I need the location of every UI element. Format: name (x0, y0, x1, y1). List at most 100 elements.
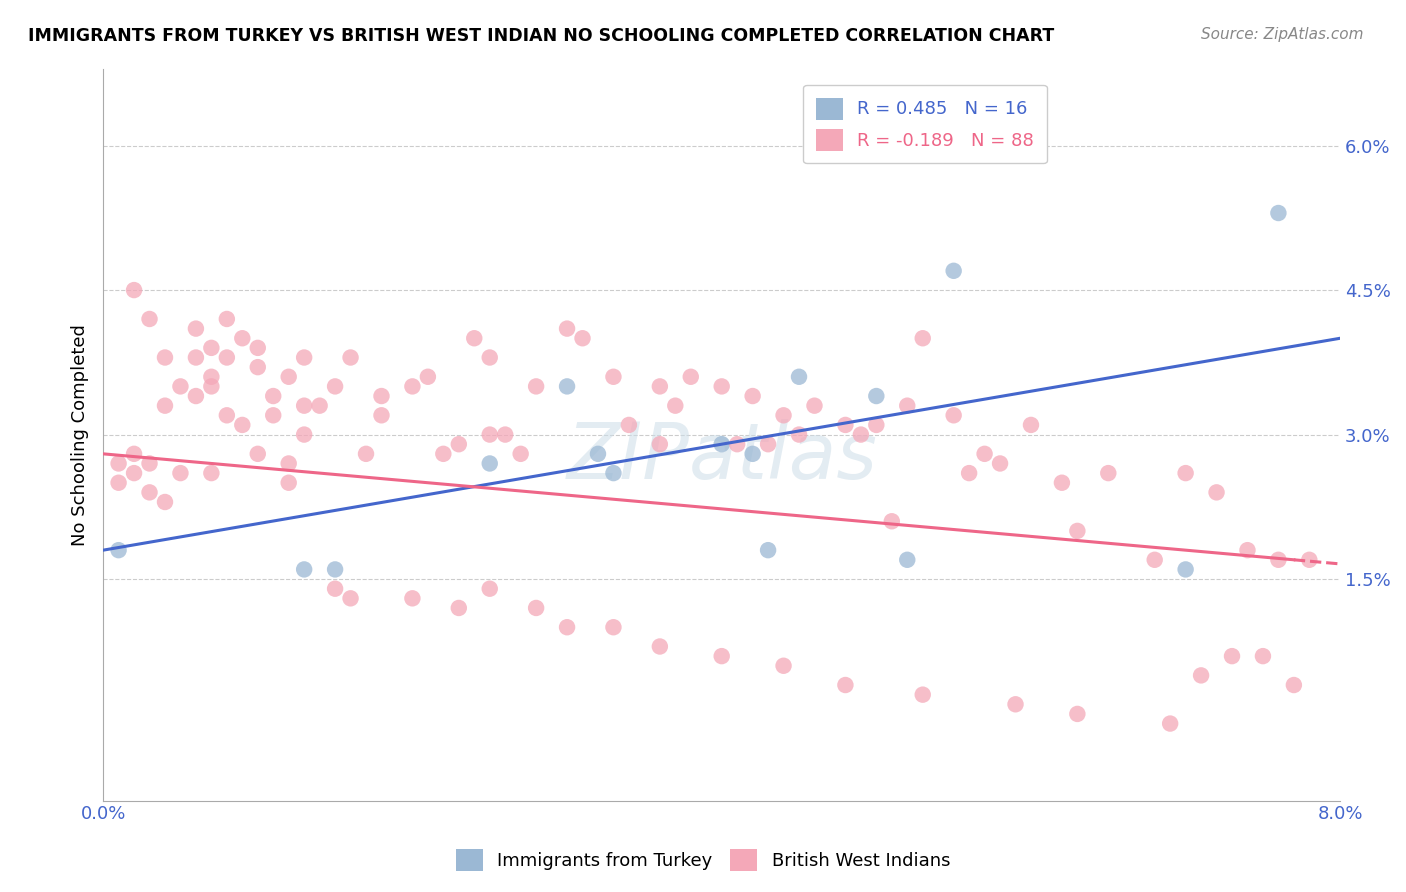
Legend: R = 0.485   N = 16, R = -0.189   N = 88: R = 0.485 N = 16, R = -0.189 N = 88 (803, 85, 1046, 163)
Point (555, 620, 578, 634)
Point (1298, 553, 1320, 567)
Point (138, 312, 160, 326)
Point (370, 409, 392, 423)
Point (555, 321, 578, 335)
Point (756, 543, 779, 558)
Point (896, 553, 918, 567)
Point (122, 466, 145, 480)
Legend: Immigrants from Turkey, British West Indians: Immigrants from Turkey, British West Ind… (449, 842, 957, 879)
Point (478, 457, 501, 471)
Point (1189, 668, 1212, 682)
Point (215, 409, 238, 423)
Text: Source: ZipAtlas.com: Source: ZipAtlas.com (1201, 27, 1364, 42)
Point (354, 447, 377, 461)
Point (277, 369, 299, 384)
Point (602, 466, 624, 480)
Point (1282, 678, 1305, 692)
Point (308, 399, 330, 413)
Point (617, 417, 640, 432)
Point (231, 331, 253, 345)
Point (509, 447, 531, 461)
Point (1267, 206, 1289, 220)
Point (262, 409, 284, 423)
Point (1251, 649, 1274, 664)
Point (169, 466, 191, 480)
Point (416, 369, 439, 384)
Point (478, 582, 501, 596)
Point (787, 369, 810, 384)
Point (215, 351, 238, 365)
Point (184, 351, 207, 365)
Point (1205, 485, 1227, 500)
Point (896, 399, 918, 413)
Point (401, 591, 423, 606)
Point (1220, 649, 1243, 664)
Point (648, 437, 671, 451)
Point (323, 379, 346, 393)
Point (988, 457, 1011, 471)
Point (524, 601, 547, 615)
Point (370, 389, 392, 403)
Point (911, 688, 934, 702)
Point (246, 360, 269, 375)
Point (107, 457, 129, 471)
Point (292, 427, 315, 442)
Point (803, 399, 825, 413)
Point (1050, 475, 1073, 490)
Point (756, 437, 779, 451)
Point (865, 417, 887, 432)
Point (200, 369, 222, 384)
Point (710, 437, 733, 451)
Point (725, 437, 748, 451)
Point (648, 640, 671, 654)
Point (122, 447, 145, 461)
Point (849, 427, 872, 442)
Point (1004, 698, 1026, 712)
Point (494, 427, 516, 442)
Point (524, 379, 547, 393)
Point (1019, 417, 1042, 432)
Point (911, 331, 934, 345)
Point (741, 389, 763, 403)
Point (957, 466, 980, 480)
Point (231, 417, 253, 432)
Point (710, 379, 733, 393)
Point (401, 379, 423, 393)
Point (710, 649, 733, 664)
Point (323, 582, 346, 596)
Point (880, 514, 903, 528)
Point (200, 341, 222, 355)
Point (463, 331, 485, 345)
Point (679, 369, 702, 384)
Point (973, 447, 995, 461)
Point (555, 379, 578, 393)
Point (292, 562, 315, 576)
Point (153, 495, 176, 509)
Point (571, 331, 593, 345)
Point (292, 399, 315, 413)
Point (1174, 466, 1197, 480)
Point (107, 543, 129, 558)
Point (432, 447, 454, 461)
Y-axis label: No Schooling Completed: No Schooling Completed (72, 324, 89, 546)
Point (648, 379, 671, 393)
Point (1066, 524, 1088, 538)
Point (184, 321, 207, 335)
Point (865, 389, 887, 403)
Point (834, 417, 856, 432)
Point (277, 457, 299, 471)
Point (1159, 716, 1181, 731)
Point (602, 369, 624, 384)
Point (339, 591, 361, 606)
Point (1143, 553, 1166, 567)
Point (153, 351, 176, 365)
Point (1066, 706, 1088, 721)
Point (323, 562, 346, 576)
Point (787, 427, 810, 442)
Point (153, 399, 176, 413)
Point (942, 409, 965, 423)
Point (122, 283, 145, 297)
Point (772, 409, 794, 423)
Point (200, 466, 222, 480)
Point (447, 601, 470, 615)
